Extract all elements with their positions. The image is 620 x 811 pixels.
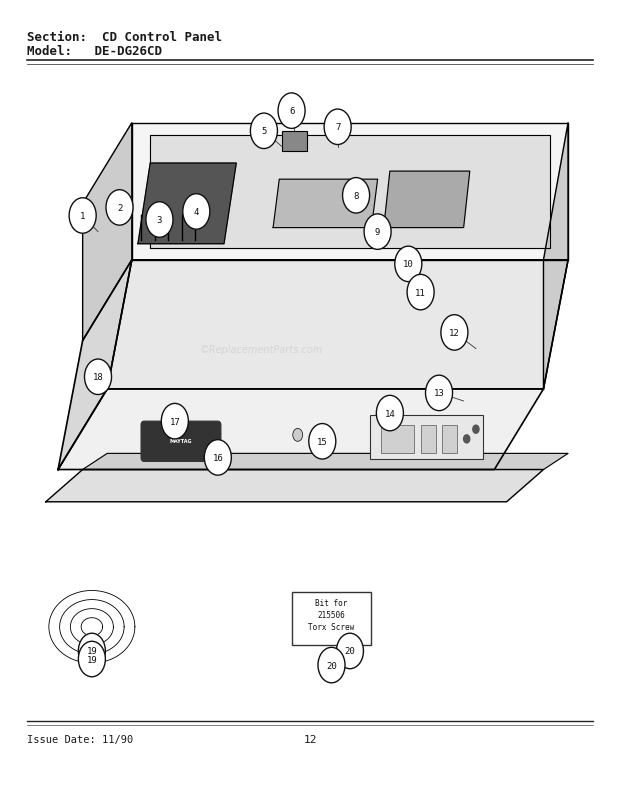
Text: 8: 8 [353, 191, 359, 200]
Text: 4: 4 [193, 208, 199, 217]
Bar [442, 426, 458, 454]
Text: 10: 10 [403, 260, 414, 269]
Polygon shape [384, 172, 470, 229]
Text: 7: 7 [335, 123, 340, 132]
Circle shape [278, 94, 305, 129]
Circle shape [364, 215, 391, 250]
Text: 17: 17 [169, 417, 180, 426]
Polygon shape [58, 260, 132, 470]
Text: 19: 19 [87, 654, 97, 663]
Text: MAYTAG: MAYTAG [170, 439, 192, 444]
Circle shape [205, 440, 231, 475]
Text: 3: 3 [157, 216, 162, 225]
Circle shape [318, 647, 345, 683]
Text: ©ReplacementParts.com: ©ReplacementParts.com [199, 344, 322, 354]
Text: Model:   DE-DG26CD: Model: DE-DG26CD [27, 45, 162, 58]
Circle shape [324, 110, 351, 145]
Text: 16: 16 [213, 453, 223, 462]
Circle shape [146, 203, 173, 238]
Bar [291, 593, 371, 645]
Polygon shape [150, 135, 550, 248]
Text: 11: 11 [415, 288, 426, 297]
Circle shape [337, 633, 363, 669]
Circle shape [84, 359, 112, 395]
Text: 12: 12 [303, 734, 317, 744]
Circle shape [78, 642, 105, 677]
Polygon shape [82, 454, 568, 470]
Polygon shape [132, 123, 568, 260]
Circle shape [425, 375, 453, 411]
Text: 18: 18 [92, 373, 104, 382]
Text: 9: 9 [375, 228, 380, 237]
Text: 19: 19 [87, 646, 97, 655]
Circle shape [161, 404, 188, 440]
FancyBboxPatch shape [370, 416, 483, 460]
Text: 20: 20 [345, 646, 355, 655]
Text: Issue Date: 11/90: Issue Date: 11/90 [27, 734, 133, 744]
Circle shape [473, 426, 479, 434]
Text: Section:  CD Control Panel: Section: CD Control Panel [27, 31, 223, 44]
Text: 1: 1 [80, 212, 86, 221]
Polygon shape [58, 389, 544, 470]
Polygon shape [138, 164, 236, 244]
Bar [381, 426, 414, 454]
Text: 12: 12 [449, 328, 460, 337]
Text: 6: 6 [289, 107, 294, 116]
Bar [282, 131, 307, 152]
Circle shape [69, 199, 96, 234]
Text: 15: 15 [317, 437, 327, 446]
Circle shape [376, 396, 404, 431]
Circle shape [250, 114, 277, 149]
Circle shape [293, 429, 303, 442]
Circle shape [78, 633, 105, 669]
Circle shape [106, 191, 133, 226]
Polygon shape [273, 180, 378, 229]
Circle shape [407, 275, 434, 311]
Text: 2: 2 [117, 204, 122, 212]
Text: Bit for
215506
Torx Screw: Bit for 215506 Torx Screw [308, 599, 355, 631]
Text: 13: 13 [433, 389, 445, 398]
Circle shape [309, 424, 336, 460]
Circle shape [395, 247, 422, 282]
Polygon shape [82, 123, 132, 341]
Polygon shape [107, 260, 568, 389]
Circle shape [343, 178, 370, 214]
Text: 14: 14 [384, 409, 396, 418]
Text: 5: 5 [261, 127, 267, 136]
FancyBboxPatch shape [141, 422, 221, 462]
Circle shape [183, 195, 210, 230]
Bar [420, 426, 436, 454]
Polygon shape [46, 470, 544, 502]
Circle shape [464, 436, 470, 444]
Text: 20: 20 [326, 661, 337, 670]
Circle shape [441, 315, 468, 350]
Polygon shape [544, 123, 568, 389]
